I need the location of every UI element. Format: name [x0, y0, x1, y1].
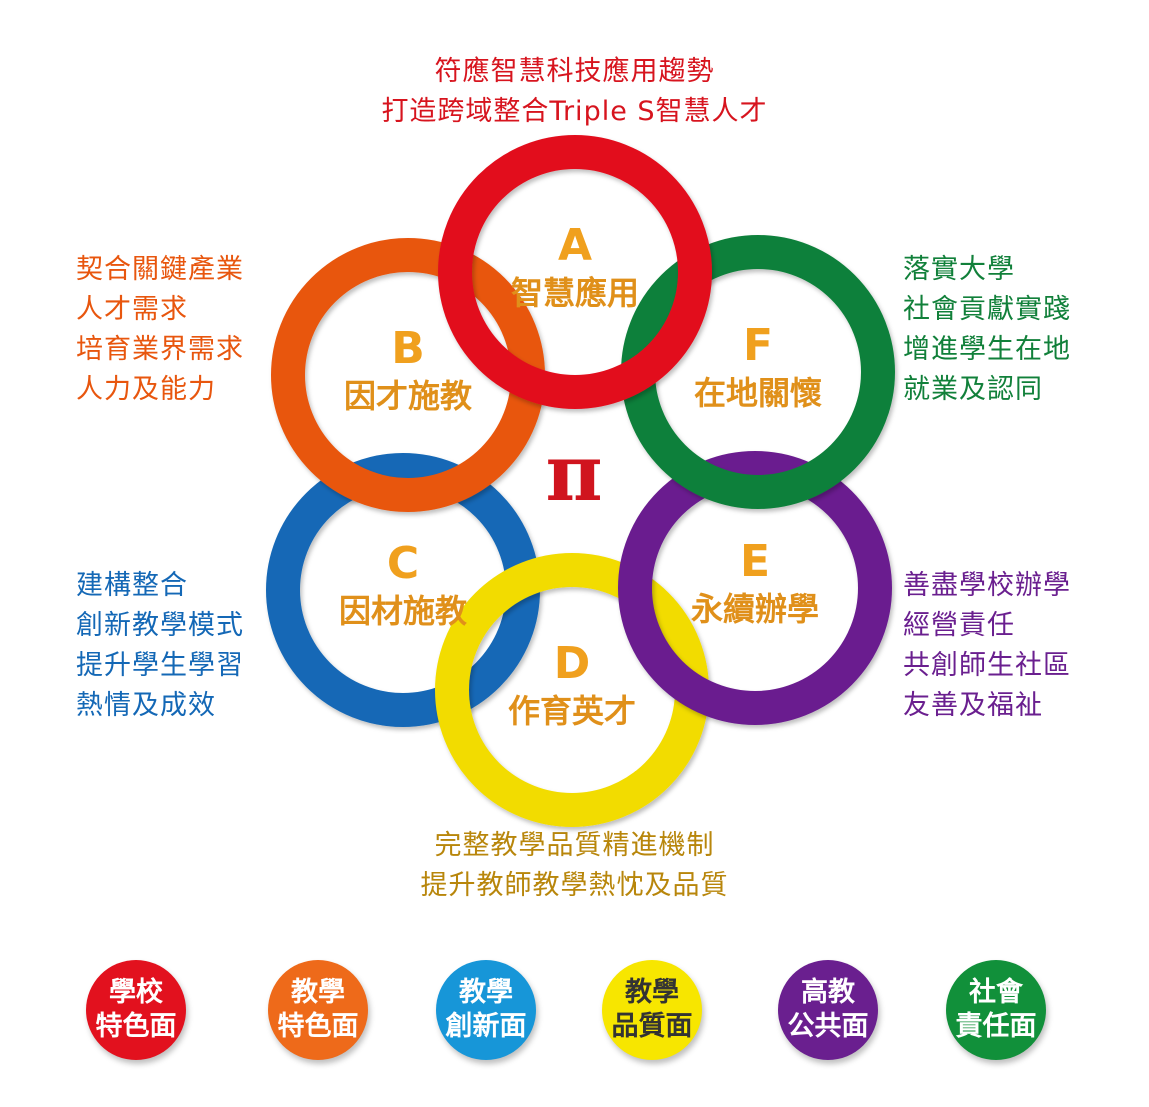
pi-symbol: π: [545, 428, 602, 519]
bottom-description-line: 完整教學品質精進機制: [434, 830, 715, 861]
f-description-line: 增進學生在地: [903, 334, 1071, 365]
badge-line: 責任面: [955, 1011, 1037, 1042]
category-badge: 教學 特色面: [268, 960, 368, 1060]
ring-label: 作育英才: [508, 692, 636, 730]
category-badge: 教學 品質面: [602, 960, 702, 1060]
ring-label: 因材施教: [339, 592, 467, 630]
ring-e: [618, 451, 892, 725]
ring-letter: B: [391, 323, 425, 374]
badge-line: 特色面: [277, 1011, 359, 1042]
b-description-line: 人才需求: [76, 294, 188, 325]
badge-line: 品質面: [611, 1011, 693, 1042]
badge-line: 社會: [969, 977, 1023, 1008]
f-description-line: 就業及認同: [903, 374, 1043, 405]
c-description-line: 提升學生學習: [76, 650, 244, 681]
badge-line: 學校: [109, 977, 163, 1008]
f-description-line: 落實大學: [903, 254, 1015, 285]
ring-letter: F: [743, 320, 773, 371]
ring-letter: C: [387, 538, 419, 589]
category-badge: 社會 責任面: [946, 960, 1046, 1060]
category-badge: 教學 創新面: [436, 960, 536, 1060]
badge-line: 特色面: [95, 1011, 177, 1042]
c-description: 建構整合 創新教學模式 提升學生學習 熱情及成效: [76, 566, 244, 726]
badge-line: 公共面: [787, 1011, 869, 1042]
f-description-line: 社會貢獻實踐: [903, 294, 1071, 325]
badge-line: 教學: [625, 977, 679, 1008]
ring-layer: [266, 135, 895, 827]
e-description: 善盡學校辦學 經營責任 共創師生社區 友善及福祉: [903, 566, 1071, 726]
top-description-line: 符應智慧科技應用趨勢: [434, 56, 715, 87]
b-description-line: 契合關鍵產業: [76, 254, 244, 285]
c-description-line: 創新教學模式: [76, 610, 244, 641]
ring-label: 在地關懷: [694, 374, 822, 412]
ring-label: 因才施教: [344, 377, 472, 415]
e-description-line: 友善及福祉: [903, 690, 1043, 721]
badge-line: 教學: [291, 977, 345, 1008]
category-badge: 學校 特色面: [86, 960, 186, 1060]
e-description-line: 善盡學校辦學: [903, 570, 1071, 601]
ring-letter: A: [558, 220, 592, 271]
top-description-line: 打造跨域整合Triple S智慧人才: [381, 96, 768, 127]
bottom-description: 完整教學品質精進機制 提升教師教學熱忱及品質: [0, 826, 1149, 906]
category-badge: 高教 公共面: [778, 960, 878, 1060]
e-description-line: 經營責任: [903, 610, 1015, 641]
badge-line: 高教: [801, 977, 855, 1008]
badge-line: 創新面: [445, 1011, 527, 1042]
ring-letter: D: [554, 638, 591, 689]
b-description-line: 培育業界需求: [76, 334, 244, 365]
c-description-line: 建構整合: [76, 570, 188, 601]
ring-a: [438, 135, 712, 409]
b-description-line: 人力及能力: [76, 374, 216, 405]
ring-label: 永續辦學: [691, 590, 819, 628]
ring-letter: E: [740, 536, 770, 587]
top-description: 符應智慧科技應用趨勢 打造跨域整合Triple S智慧人才: [0, 52, 1149, 132]
e-description-line: 共創師生社區: [903, 650, 1071, 681]
b-description: 契合關鍵產業 人才需求 培育業界需求 人力及能力: [76, 250, 244, 410]
ring-label: 智慧應用: [511, 274, 639, 312]
c-description-line: 熱情及成效: [76, 690, 216, 721]
bottom-description-line: 提升教師教學熱忱及品質: [420, 870, 729, 901]
f-description: 落實大學 社會貢獻實踐 增進學生在地 就業及認同: [903, 250, 1071, 410]
badge-line: 教學: [459, 977, 513, 1008]
